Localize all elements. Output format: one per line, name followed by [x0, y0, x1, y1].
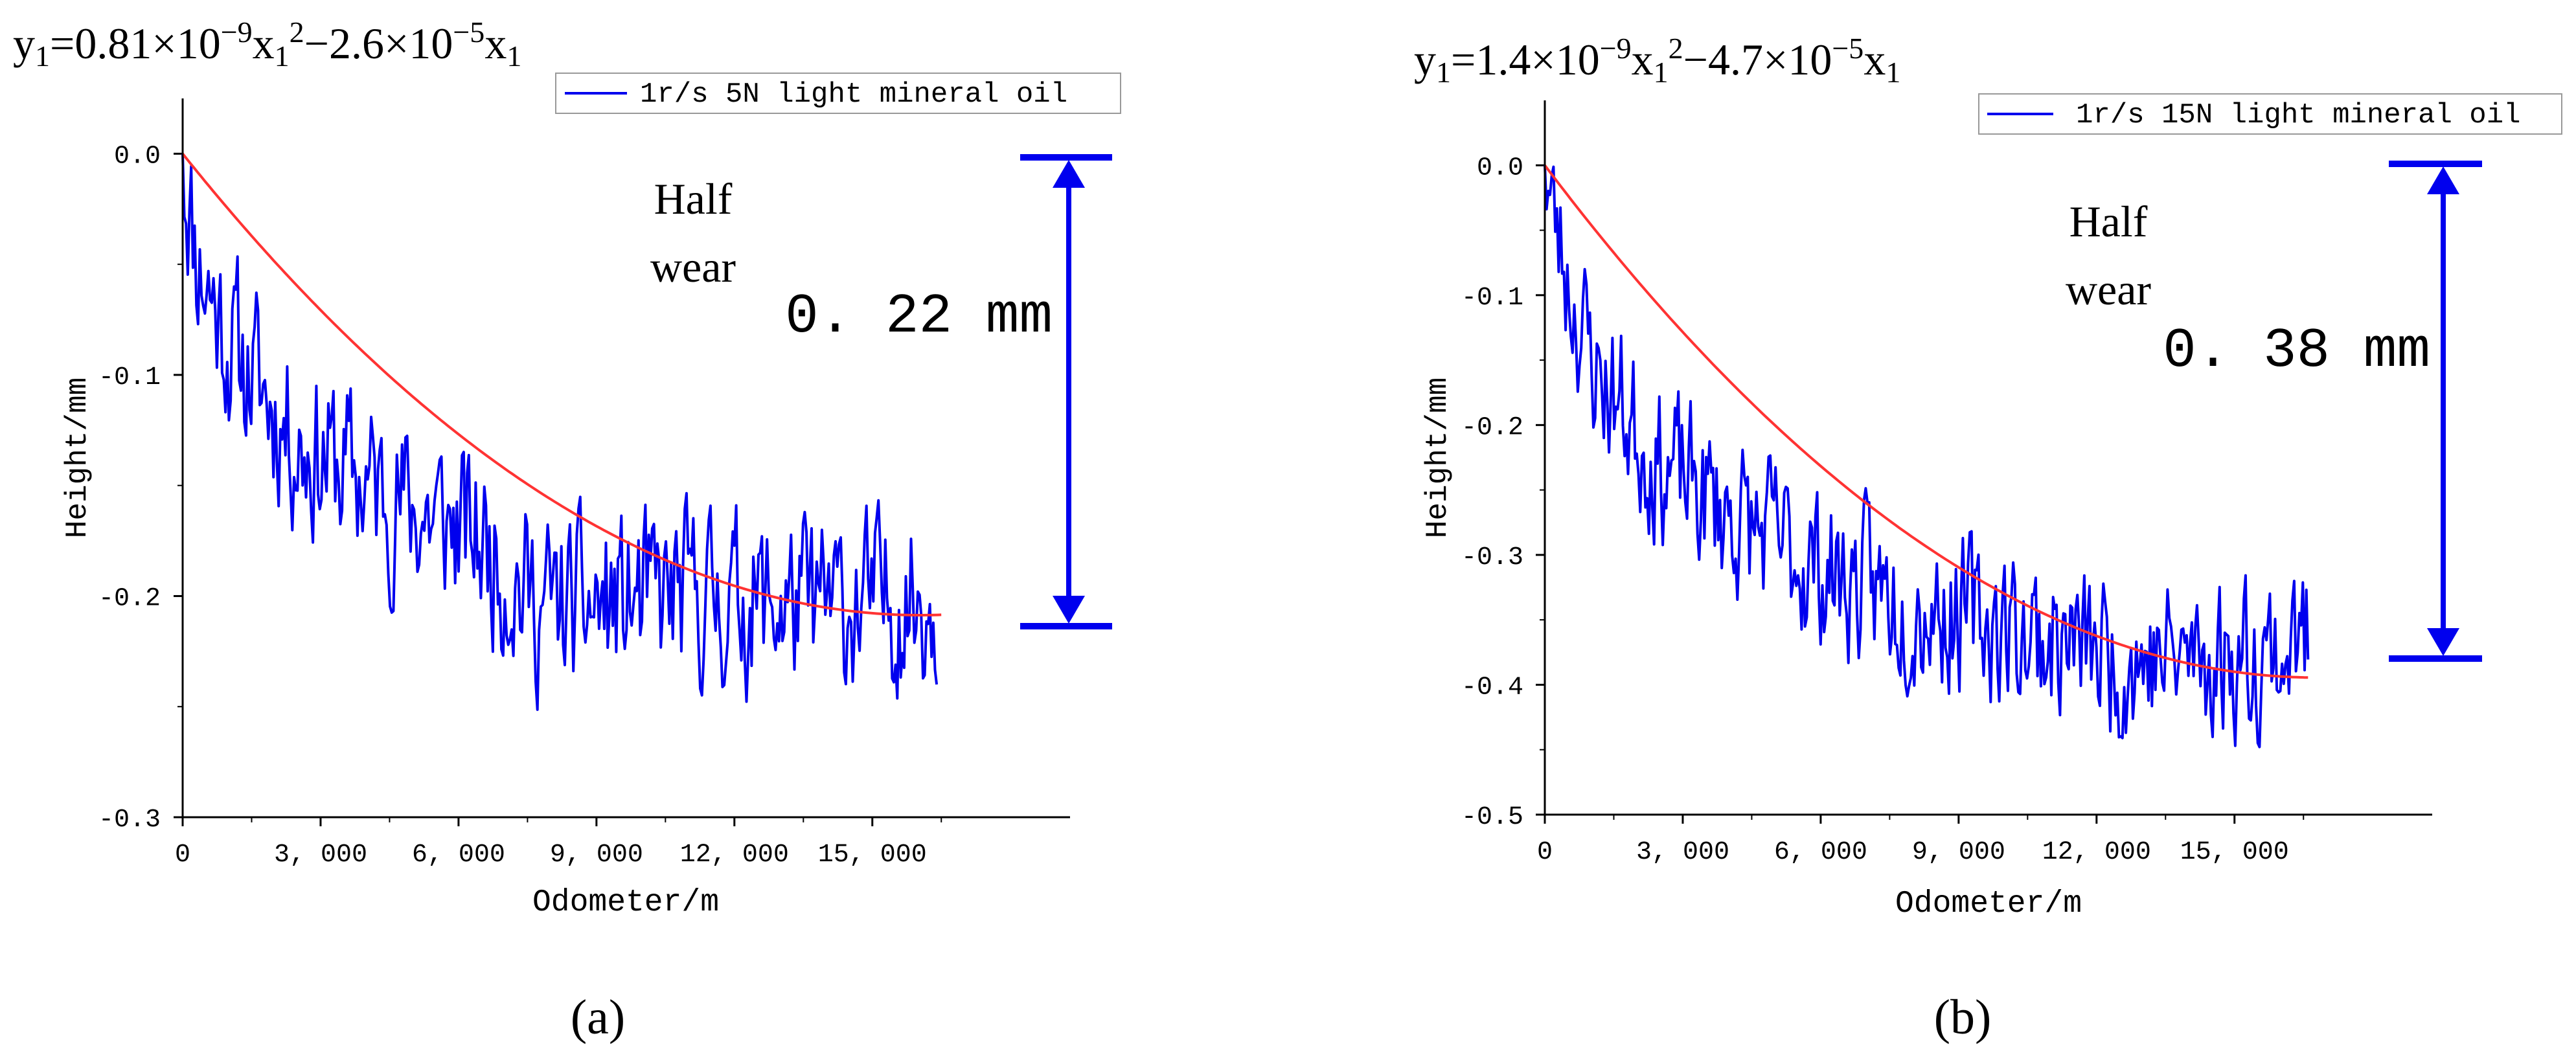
dimension-arrow-down-b	[2427, 628, 2459, 656]
y-axis-label-a: Height/mm	[61, 378, 95, 538]
y-tick-label-a-2: -0.2	[98, 584, 161, 613]
y-tick-label-b-0: 0.0	[1477, 153, 1523, 183]
x-tick-label-a-5: 15, 000	[818, 841, 927, 870]
annotation-wear-b: wear	[2066, 265, 2151, 314]
annotation-half-b: Half	[2069, 197, 2148, 246]
y-tick-label-b-3: -0.3	[1461, 543, 1523, 572]
dimension-arrow-down-a	[1053, 596, 1085, 624]
legend-label-b: 1r/s 15N light mineral oil	[2076, 99, 2521, 131]
y-tick-label-a-0: 0.0	[114, 142, 161, 171]
noisy-line-b	[1544, 165, 2310, 749]
legend-a: 1r/s 5N light mineral oil	[555, 73, 1121, 114]
x-tick-label-b-4: 12, 000	[2042, 838, 2151, 867]
y-ticks-b: 0.0 -0.1 -0.2 -0.3 -0.4 -0.5	[1461, 153, 1545, 832]
x-tick-label-a-0: 0	[175, 841, 190, 870]
x-tick-label-b-2: 6, 000	[1774, 838, 1867, 867]
panel-label-b: (b)	[1934, 990, 1992, 1045]
fit-line-b	[1544, 164, 2308, 679]
x-tick-label-a-1: 3, 000	[274, 841, 367, 870]
annotation-wear-a: wear	[650, 242, 736, 291]
x-ticks-b: 0 3, 000 6, 000 9, 000 12, 000 15, 000	[1537, 815, 2305, 867]
x-axis-label-b: Odometer/m	[1895, 887, 2082, 921]
x-tick-label-a-2: 6, 000	[412, 841, 505, 870]
fit-line-a	[181, 153, 942, 616]
equation-a: y1=0.81×10−9x12−2.6×10−5x1	[13, 16, 521, 73]
dimension-arrow-up-b	[2427, 166, 2459, 194]
panel-label-a: (a)	[571, 990, 625, 1045]
annotation-half-a: Half	[654, 174, 733, 223]
x-tick-label-b-3: 9, 000	[1912, 838, 2005, 867]
x-tick-label-b-1: 3, 000	[1636, 838, 1729, 867]
panel-b: y1=1.4×10−9x12−4.7×10−5x1 0.0 -0.1 -0.2 -0.…	[1414, 32, 2562, 1045]
x-tick-label-b-0: 0	[1537, 838, 1553, 867]
dimension-label-a: 0. 22 mm	[785, 285, 1053, 348]
dimension-marker-a	[1020, 154, 1112, 629]
noisy-series-b	[1544, 165, 2310, 749]
y-axis-label-b: Height/mm	[1421, 378, 1455, 538]
equation-b: y1=1.4×10−9x12−4.7×10−5x1	[1414, 32, 1900, 89]
dimension-label-b: 0. 38 mm	[2163, 319, 2430, 383]
panel-a: y1=0.81×10−9x12−2.6×10−5x1 0.0 -0.1 -0.2 -0…	[13, 16, 1121, 1045]
legend-b: 1r/s 15N light mineral oil	[1978, 93, 2562, 135]
x-tick-label-b-5: 15, 000	[2180, 838, 2289, 867]
noisy-series-a	[181, 153, 939, 711]
y-tick-label-b-2: -0.2	[1461, 413, 1523, 442]
dimension-marker-b	[2389, 161, 2482, 662]
fit-curve-a	[181, 153, 942, 616]
y-tick-label-b-1: -0.1	[1461, 284, 1523, 313]
y-tick-label-a-3: -0.3	[98, 806, 161, 835]
dimension-arrow-up-a	[1053, 160, 1085, 188]
legend-box-b	[1978, 93, 2562, 135]
x-ticks-a: 0 3, 000 6, 000 9, 000 12, 000 15, 000	[175, 817, 942, 870]
x-tick-label-a-4: 12, 000	[680, 841, 789, 870]
y-tick-label-b-4: -0.4	[1461, 673, 1523, 702]
x-tick-label-a-3: 9, 000	[550, 841, 643, 870]
y-tick-label-a-1: -0.1	[98, 363, 161, 392]
legend-label-a: 1r/s 5N light mineral oil	[640, 78, 1067, 111]
legend-box-a	[555, 73, 1121, 114]
x-axis-label-a: Odometer/m	[532, 885, 719, 920]
y-ticks-a: 0.0 -0.1 -0.2 -0.3	[98, 142, 183, 835]
fit-curve-b	[1544, 164, 2308, 679]
y-tick-label-b-5: -0.5	[1461, 803, 1523, 832]
noisy-line-a	[181, 153, 939, 711]
